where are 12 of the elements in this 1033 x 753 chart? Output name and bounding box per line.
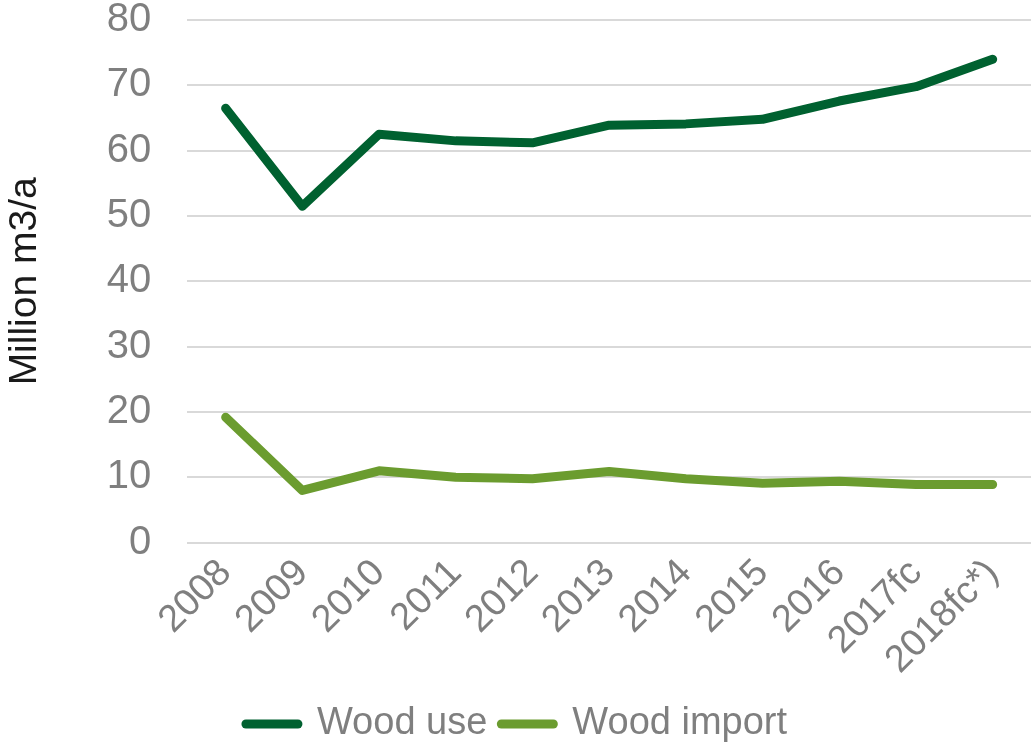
y-axis-title: Million m3/a [1,177,45,386]
y-tick-label: 70 [106,60,152,105]
y-tick-label: 20 [106,387,152,432]
legend-label: Wood use [316,700,488,743]
y-tick-label: 60 [106,125,152,170]
y-tick-label: 10 [106,452,152,497]
y-tick-label: 80 [106,0,152,40]
y-tick-label: 30 [106,321,152,366]
y-tick-label: 50 [106,191,152,236]
y-tick-label: 40 [106,256,152,301]
y-tick-label: 0 [129,517,152,562]
legend-label: Wood import [572,700,788,743]
